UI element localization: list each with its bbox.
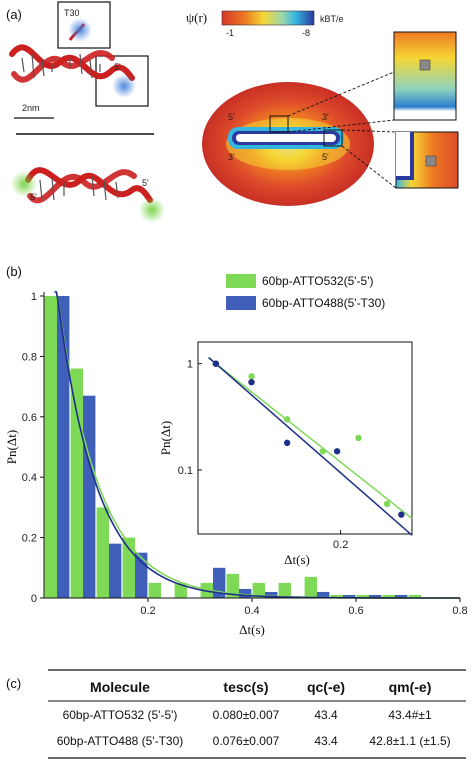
y-tick-label-3: 0.6 bbox=[22, 412, 37, 424]
table-row-2-tesc: 0.076±0.007 bbox=[213, 734, 280, 748]
inset-y-axis-title: Pn(Δt) bbox=[158, 421, 173, 455]
bar-atto488-10 bbox=[395, 594, 408, 598]
bar-atto488-9 bbox=[369, 594, 382, 598]
table-row-1-molecule: 60bp-ATTO532 (5'-5') bbox=[63, 708, 178, 722]
bar-atto532-1 bbox=[70, 368, 83, 598]
x-tick-label-2: 0.6 bbox=[348, 605, 363, 617]
panel-c-label: (c) bbox=[6, 676, 21, 691]
bar-atto532-13 bbox=[382, 594, 395, 598]
bar-atto532-14 bbox=[408, 594, 421, 598]
zoom-inset-top bbox=[393, 31, 457, 121]
bar-atto488-4 bbox=[213, 567, 226, 598]
panel-a-label: (a) bbox=[6, 7, 22, 22]
table-header-tesc: tesc(s) bbox=[223, 679, 268, 695]
bar-atto488-8 bbox=[343, 594, 356, 598]
bar-atto532-9 bbox=[278, 582, 291, 598]
bar-atto532-5 bbox=[174, 582, 187, 598]
legend-label-1: 60bp-ATTO488(5'-T30) bbox=[262, 296, 385, 310]
zoom-inset-bottom bbox=[395, 131, 459, 189]
bar-atto488-5 bbox=[239, 588, 252, 598]
x-tick-label-3: 0.8 bbox=[452, 605, 467, 617]
inset-fit-line-0 bbox=[208, 357, 413, 520]
colorbar bbox=[221, 10, 315, 26]
bar-atto532-8 bbox=[252, 582, 265, 598]
panel-b-label: (b) bbox=[6, 264, 22, 279]
table-header-molecule: Molecule bbox=[90, 679, 150, 695]
colorbar-title: ψ(r) bbox=[186, 10, 207, 25]
pore-label-5-left-top: 5' bbox=[228, 112, 235, 122]
bar-atto488-2 bbox=[109, 543, 122, 598]
colorbar-min-label: -1 bbox=[226, 28, 234, 38]
inset-point-atto532-1 bbox=[248, 373, 255, 380]
pore-label-3-right-top: 3' bbox=[322, 112, 329, 122]
scale-bar-label: 2nm bbox=[22, 103, 40, 113]
bar-atto532-12 bbox=[356, 594, 369, 598]
inset-point-atto488-3 bbox=[333, 448, 341, 455]
bar-atto532-3 bbox=[122, 537, 135, 598]
inset-point-atto532-2 bbox=[283, 416, 291, 423]
inset-point-atto488-0 bbox=[212, 360, 220, 367]
inset-y-tick-label-0: 0.1 bbox=[178, 465, 193, 477]
table-row-1-qc: 43.4 bbox=[314, 708, 338, 722]
bar-atto488-1 bbox=[83, 395, 96, 598]
inset-point-atto488-1 bbox=[248, 378, 255, 386]
bar-atto532-2 bbox=[96, 507, 109, 598]
y-tick-label-2: 0.4 bbox=[22, 472, 37, 484]
y-tick-label-0: 0 bbox=[31, 593, 37, 605]
table-row-1-tesc: 0.080±0.007 bbox=[213, 708, 280, 722]
legend-swatch-0 bbox=[226, 274, 256, 288]
inset-y-tick-label-1: 1 bbox=[187, 359, 193, 371]
bar-atto488-6 bbox=[265, 591, 278, 598]
pore-label-5-right-bottom: 5' bbox=[322, 152, 329, 162]
inset-point-atto488-2 bbox=[283, 439, 291, 447]
bar-atto532-7 bbox=[226, 573, 239, 598]
potential-field-map bbox=[202, 71, 397, 206]
inset-point-atto532-4 bbox=[355, 434, 362, 442]
dna-label-t30: T30 bbox=[64, 8, 80, 18]
legend-swatch-1 bbox=[226, 296, 256, 310]
bar-atto532-0 bbox=[44, 296, 57, 598]
bar-atto488-7 bbox=[317, 591, 330, 598]
inset-frame bbox=[197, 341, 413, 535]
dna-label-5prime-c: 5' bbox=[142, 178, 149, 188]
table-row-2-qm: 42.8±1.1 (±1.5) bbox=[369, 734, 450, 748]
y-tick-label-1: 0.2 bbox=[22, 533, 37, 545]
colorbar-unit-label: kBT/e bbox=[320, 14, 344, 24]
x-tick-label-0: 0.2 bbox=[140, 605, 155, 617]
pore-label-3-left-bottom: 3' bbox=[228, 152, 235, 162]
legend-label-0: 60bp-ATTO532(5'-5') bbox=[262, 274, 374, 288]
y-tick-label-4: 0.8 bbox=[22, 351, 37, 363]
table-header-qc: qc(-e) bbox=[307, 679, 345, 695]
bar-atto488-0 bbox=[57, 296, 70, 598]
dna-helix-bottom bbox=[11, 167, 165, 223]
bar-atto532-4 bbox=[148, 582, 161, 598]
table-row-2-qc: 43.4 bbox=[314, 734, 338, 748]
y-axis-title: Pn(Δt) bbox=[4, 430, 19, 464]
dna-helix-top bbox=[9, 1, 149, 107]
inset-fit-line-1 bbox=[208, 356, 413, 536]
x-axis-title: Δt(s) bbox=[239, 622, 265, 637]
inset-point-atto532-3 bbox=[319, 448, 327, 455]
main-chart: 0.2 0.4 0.6 0.8 0 0.2 0.4 0.6 0.8 1 Δt(s) Pn(Δt) 60b… bbox=[4, 274, 468, 637]
inset-x-axis-title: Δt(s) bbox=[284, 552, 310, 567]
results-table: Molecule tesc(s) qc(-e) qm(-e) 60bp-ATTO… bbox=[48, 669, 466, 759]
colorbar-max-label: -8 bbox=[302, 28, 310, 38]
bar-atto532-11 bbox=[330, 594, 343, 598]
dna-label-5prime-a: 5' bbox=[114, 62, 121, 72]
bar-atto488-3 bbox=[135, 552, 148, 598]
table-header-qm: qm(-e) bbox=[389, 679, 432, 695]
bar-atto532-10 bbox=[304, 576, 317, 598]
table-row-1-qm: 43.4#±1 bbox=[388, 708, 432, 722]
dna-label-5prime-b: 5' bbox=[30, 192, 37, 202]
inset-x-tick-label-0: 0.2 bbox=[333, 539, 348, 551]
x-tick-label-1: 0.4 bbox=[244, 605, 259, 617]
inset-point-atto488-4 bbox=[398, 511, 405, 518]
table-row-2-molecule: 60bp-ATTO488 (5'-T30) bbox=[57, 734, 184, 748]
y-tick-label-5: 1 bbox=[31, 291, 37, 303]
inset-point-atto532-5 bbox=[383, 500, 391, 508]
